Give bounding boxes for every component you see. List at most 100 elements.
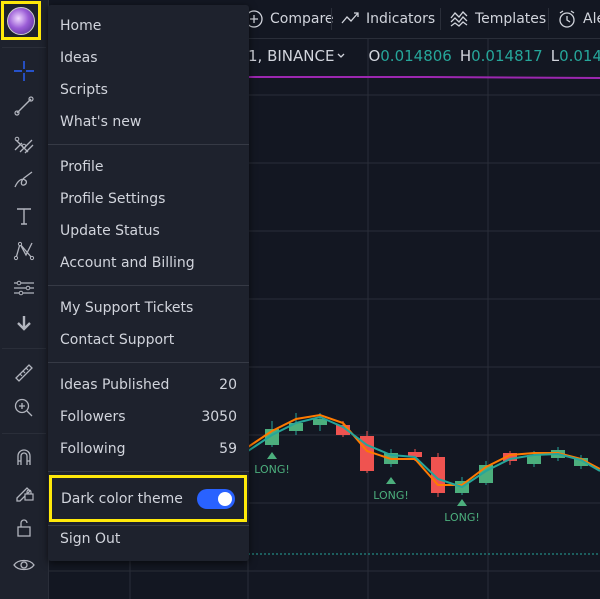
templates-label: Templates bbox=[475, 11, 547, 27]
measure-range-tool[interactable] bbox=[4, 272, 44, 304]
unlock-tool[interactable] bbox=[4, 512, 44, 544]
pattern-icon bbox=[13, 241, 35, 261]
zoom-icon bbox=[14, 398, 33, 417]
open-value: 0.014806 bbox=[380, 47, 452, 65]
menu-item-label: Ideas bbox=[60, 50, 98, 66]
profile-menu-button[interactable] bbox=[1, 1, 41, 40]
menu-divider bbox=[48, 362, 249, 363]
toolbar-divider bbox=[2, 47, 46, 48]
alert-button[interactable]: Ale bbox=[557, 0, 600, 38]
stat-value: 3050 bbox=[201, 409, 237, 425]
text-tool[interactable] bbox=[4, 200, 44, 232]
dark-theme-row[interactable]: Dark color theme bbox=[49, 475, 247, 522]
long-signal-label: LONG! bbox=[373, 489, 409, 502]
menu-item-profile-settings[interactable]: Profile Settings bbox=[48, 183, 249, 215]
menu-item-home[interactable]: Home bbox=[48, 10, 249, 42]
topbar-divider bbox=[331, 8, 332, 30]
indicators-button[interactable]: Indicators bbox=[340, 0, 435, 38]
signal-arrow-icon bbox=[457, 499, 467, 506]
menu-item-label: Contact Support bbox=[60, 332, 175, 348]
menu-item-label: Sign Out bbox=[60, 531, 121, 547]
menu-item-label: What's new bbox=[60, 114, 142, 130]
menu-item-label: Scripts bbox=[60, 82, 108, 98]
unlock-icon bbox=[17, 519, 31, 537]
menu-item-label: Profile bbox=[60, 159, 104, 175]
brush-tool[interactable] bbox=[4, 164, 44, 196]
high-value: 0.014817 bbox=[471, 47, 543, 65]
low-label: L bbox=[550, 47, 560, 65]
trend-line-tool[interactable] bbox=[4, 90, 44, 122]
avatar bbox=[7, 6, 35, 35]
measure-range-icon bbox=[14, 280, 34, 296]
menu-item-label: Home bbox=[60, 18, 102, 34]
open-label: O bbox=[368, 47, 381, 65]
more-tools-button[interactable] bbox=[4, 307, 44, 339]
menu-divider bbox=[48, 525, 249, 526]
chart-legend: 1, BINANCE O 0.014806 H 0.014817 L 0.014 bbox=[248, 45, 600, 67]
templates-button[interactable]: Templates bbox=[449, 0, 546, 38]
candle bbox=[503, 453, 517, 461]
candle bbox=[360, 436, 374, 471]
stat-label: Followers bbox=[60, 409, 126, 425]
eye-icon bbox=[13, 559, 35, 571]
brush-icon bbox=[14, 171, 33, 188]
magnet-tool[interactable] bbox=[4, 441, 44, 473]
stat-value: 20 bbox=[219, 377, 237, 393]
dark-theme-label: Dark color theme bbox=[61, 490, 183, 507]
topbar-divider bbox=[440, 8, 441, 30]
menu-item-label: My Support Tickets bbox=[60, 300, 194, 316]
menu-item-scripts[interactable]: Scripts bbox=[48, 74, 249, 106]
menu-item-label: Account and Billing bbox=[60, 255, 195, 271]
candle bbox=[408, 452, 422, 457]
pattern-tool[interactable] bbox=[4, 235, 44, 267]
indicators-label: Indicators bbox=[366, 11, 436, 27]
menu-item-ideas[interactable]: Ideas bbox=[48, 42, 249, 74]
menu-divider bbox=[48, 144, 249, 145]
signal-arrow-icon bbox=[386, 477, 396, 484]
signal-arrow-icon bbox=[267, 452, 277, 459]
ruler-tool[interactable] bbox=[4, 357, 44, 389]
lock-drawings-tool[interactable] bbox=[4, 476, 44, 508]
crosshair-tool[interactable] bbox=[4, 55, 44, 87]
low-value: 0.014 bbox=[559, 47, 600, 65]
ruler-icon bbox=[15, 364, 33, 382]
menu-item-sign-out[interactable]: Sign Out bbox=[48, 523, 249, 555]
menu-divider bbox=[48, 471, 249, 472]
candle bbox=[289, 423, 303, 431]
alarm-clock-icon bbox=[559, 10, 575, 28]
arrow-down-icon bbox=[17, 316, 31, 331]
menu-item-contact-support[interactable]: Contact Support bbox=[48, 324, 249, 356]
candle bbox=[313, 419, 327, 425]
templates-icon bbox=[450, 11, 468, 27]
menu-item-label: Update Status bbox=[60, 223, 160, 239]
high-label: H bbox=[459, 47, 472, 65]
profile-dropdown-menu: Home Ideas Scripts What's new Profile Pr… bbox=[48, 5, 249, 561]
zoom-tool[interactable] bbox=[4, 392, 44, 424]
teal-ma-line bbox=[247, 415, 600, 489]
menu-item-profile[interactable]: Profile bbox=[48, 151, 249, 183]
orange-ma-line bbox=[247, 413, 600, 486]
chevron-down-icon[interactable] bbox=[336, 51, 346, 61]
pitchfork-icon bbox=[14, 136, 34, 154]
menu-item-ideas-published[interactable]: Ideas Published 20 bbox=[48, 369, 249, 401]
dark-theme-toggle[interactable] bbox=[197, 488, 235, 509]
compare-button[interactable]: Compare bbox=[244, 0, 334, 38]
magnet-icon bbox=[17, 449, 31, 465]
stat-value: 59 bbox=[219, 441, 237, 457]
toggle-knob bbox=[218, 491, 232, 506]
menu-item-label: Profile Settings bbox=[60, 191, 166, 207]
long-signals bbox=[267, 452, 467, 506]
menu-item-update-status[interactable]: Update Status bbox=[48, 215, 249, 247]
menu-item-support-tickets[interactable]: My Support Tickets bbox=[48, 292, 249, 324]
compare-label: Compare bbox=[270, 11, 334, 27]
left-drawing-toolbar bbox=[0, 0, 49, 599]
symbol-label[interactable]: 1, BINANCE bbox=[248, 47, 335, 65]
pitchfork-tool[interactable] bbox=[4, 128, 44, 160]
hide-drawings-tool[interactable] bbox=[4, 549, 44, 581]
menu-item-account-billing[interactable]: Account and Billing bbox=[48, 247, 249, 279]
menu-item-whats-new[interactable]: What's new bbox=[48, 106, 249, 138]
menu-item-followers[interactable]: Followers 3050 bbox=[48, 401, 249, 433]
alert-label: Ale bbox=[583, 11, 600, 27]
menu-item-following[interactable]: Following 59 bbox=[48, 433, 249, 465]
